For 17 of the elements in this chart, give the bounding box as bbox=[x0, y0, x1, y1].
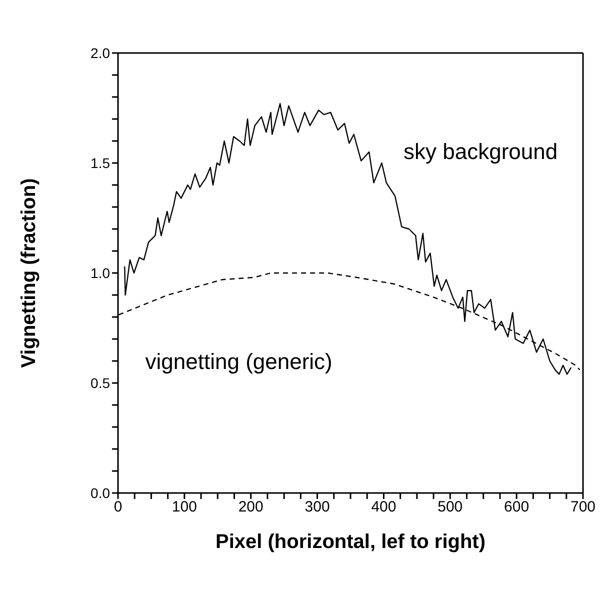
x-tick-label: 700 bbox=[570, 498, 596, 516]
x-tick-label: 0 bbox=[114, 498, 122, 516]
y-tick-label: 2.0 bbox=[90, 44, 110, 61]
y-tick-label: 0.5 bbox=[90, 374, 110, 391]
x-axis-title: Pixel (horizontal, lef to right) bbox=[216, 531, 486, 553]
x-tick-label: 500 bbox=[438, 498, 463, 516]
x-tick-label: 200 bbox=[238, 498, 264, 516]
y-tick-label: 1.0 bbox=[90, 264, 110, 281]
x-tick-label: 600 bbox=[504, 498, 530, 516]
x-tick-label: 300 bbox=[304, 498, 330, 516]
x-tick-label: 100 bbox=[172, 498, 197, 516]
y-axis-title: Vignetting (fraction) bbox=[18, 178, 40, 368]
y-tick-label: 1.5 bbox=[90, 154, 110, 171]
series-label: vignetting (generic) bbox=[145, 349, 332, 376]
series-label: sky background bbox=[404, 139, 558, 165]
x-tick-label: 400 bbox=[371, 498, 396, 516]
y-tick-label: 0.0 bbox=[90, 484, 110, 501]
